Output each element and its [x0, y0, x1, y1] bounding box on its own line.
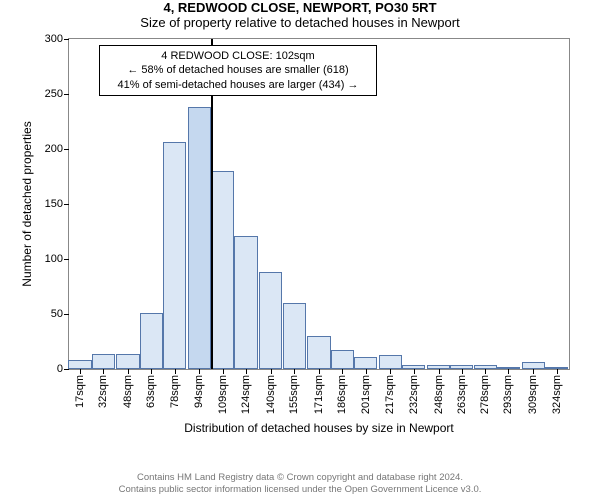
x-tick — [508, 369, 509, 374]
x-tick-label: 186sqm — [336, 375, 348, 414]
chart-subtitle: Size of property relative to detached ho… — [0, 15, 600, 30]
y-tick — [64, 314, 69, 315]
histogram-bar — [68, 360, 91, 369]
x-tick-label: 217sqm — [384, 375, 396, 414]
histogram-bar — [92, 354, 115, 369]
x-tick — [103, 369, 104, 374]
x-tick — [342, 369, 343, 374]
x-tick-label: 124sqm — [240, 375, 252, 414]
x-tick — [223, 369, 224, 374]
annotation-box: 4 REDWOOD CLOSE: 102sqm← 58% of detached… — [99, 45, 377, 96]
x-tick-label: 293sqm — [502, 375, 514, 414]
x-axis-label: Distribution of detached houses by size … — [184, 421, 453, 435]
histogram-bar — [163, 142, 186, 369]
x-tick — [294, 369, 295, 374]
x-tick-label: 201sqm — [360, 375, 372, 414]
histogram-bar — [211, 171, 234, 369]
histogram-bar — [331, 350, 354, 369]
histogram-bar — [116, 354, 139, 369]
x-tick — [128, 369, 129, 374]
x-tick — [319, 369, 320, 374]
y-tick-label: 250 — [45, 88, 63, 100]
chart-title: 4, REDWOOD CLOSE, NEWPORT, PO30 5RT — [0, 0, 600, 15]
histogram-bar — [522, 362, 545, 369]
histogram-bar — [188, 107, 211, 369]
plot-area: Number of detached properties Distributi… — [68, 38, 570, 370]
y-tick-label: 0 — [57, 363, 63, 375]
y-tick-label: 50 — [51, 308, 63, 320]
footer-line-1: Contains HM Land Registry data © Crown c… — [0, 472, 600, 484]
x-tick-label: 171sqm — [313, 375, 325, 414]
histogram-bar — [259, 272, 282, 369]
x-tick-label: 17sqm — [74, 375, 86, 408]
x-tick-label: 263sqm — [456, 375, 468, 414]
x-tick — [557, 369, 558, 374]
x-tick-label: 309sqm — [527, 375, 539, 414]
x-tick — [485, 369, 486, 374]
y-tick-label: 200 — [45, 143, 63, 155]
x-tick-label: 248sqm — [433, 375, 445, 414]
y-tick-label: 300 — [45, 33, 63, 45]
y-tick — [64, 149, 69, 150]
x-tick — [175, 369, 176, 374]
x-tick-label: 32sqm — [97, 375, 109, 408]
x-tick-label: 278sqm — [479, 375, 491, 414]
histogram-bar — [379, 355, 402, 369]
x-tick-label: 94sqm — [193, 375, 205, 408]
x-tick-label: 48sqm — [122, 375, 134, 408]
annotation-line: ← 58% of detached houses are smaller (61… — [106, 63, 370, 77]
x-tick-label: 324sqm — [551, 375, 563, 414]
y-tick — [64, 39, 69, 40]
y-tick-label: 100 — [45, 253, 63, 265]
x-tick-label: 155sqm — [288, 375, 300, 414]
annotation-line: 41% of semi-detached houses are larger (… — [106, 78, 370, 92]
x-tick-label: 232sqm — [408, 375, 420, 414]
histogram-bar — [283, 303, 306, 369]
x-tick-label: 78sqm — [169, 375, 181, 408]
x-tick — [414, 369, 415, 374]
histogram-bar — [307, 336, 330, 369]
y-tick — [64, 94, 69, 95]
y-tick-label: 150 — [45, 198, 63, 210]
y-tick — [64, 204, 69, 205]
histogram-bar — [140, 313, 163, 369]
x-tick — [246, 369, 247, 374]
x-tick — [533, 369, 534, 374]
annotation-line: 4 REDWOOD CLOSE: 102sqm — [106, 49, 370, 63]
x-tick — [271, 369, 272, 374]
x-tick-label: 63sqm — [145, 375, 157, 408]
x-tick — [199, 369, 200, 374]
x-tick-label: 109sqm — [217, 375, 229, 414]
y-axis-label: Number of detached properties — [20, 121, 34, 286]
y-tick — [64, 259, 69, 260]
footer-attribution: Contains HM Land Registry data © Crown c… — [0, 472, 600, 496]
histogram-bar — [354, 357, 377, 369]
chart-container: 4, REDWOOD CLOSE, NEWPORT, PO30 5RT Size… — [0, 0, 600, 500]
x-tick-label: 140sqm — [265, 375, 277, 414]
x-tick — [366, 369, 367, 374]
x-tick — [151, 369, 152, 374]
x-tick — [439, 369, 440, 374]
x-tick — [390, 369, 391, 374]
footer-line-2: Contains public sector information licen… — [0, 484, 600, 496]
x-tick — [462, 369, 463, 374]
histogram-bar — [234, 236, 257, 369]
x-tick — [80, 369, 81, 374]
